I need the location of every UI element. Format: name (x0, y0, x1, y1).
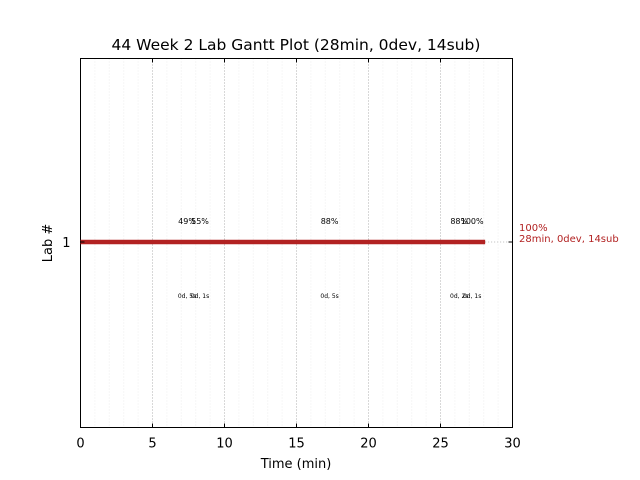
annotations: 49% 0d, 5s 55% 0d, 1s 88% 0d, 5s 88% 0d, 2s 100%… (178, 217, 484, 300)
x-axis-label: Time (min) (260, 457, 332, 472)
x-tick-label: 0 (76, 437, 84, 452)
x-tick-label: 20 (360, 437, 377, 452)
annotation-percent: 88% (450, 217, 468, 226)
annotation-percent: 100% (461, 217, 484, 226)
x-tick-label: 15 (288, 437, 305, 452)
bar-end-label-percent: 100% (519, 223, 548, 234)
annotation-duration: 0d, 5s (178, 293, 196, 300)
chart-title: 44 Week 2 Lab Gantt Plot (28min, 0dev, 1… (112, 36, 481, 54)
annotation-percent: 88% (321, 217, 339, 226)
y-axis: 1 (62, 236, 513, 251)
x-tick-label: 25 (432, 437, 449, 452)
y-tick-label: 1 (62, 236, 70, 251)
annotation-duration: 0d, 2s (450, 293, 468, 300)
x-tick-label: 30 (504, 437, 521, 452)
annotation-duration: 0d, 1s (463, 293, 481, 300)
annotation-percent: 49% (178, 217, 196, 226)
x-tick-label: 5 (148, 437, 156, 452)
x-axis: 0 5 10 15 20 25 30 (76, 58, 521, 452)
x-tick-label: 10 (216, 437, 233, 452)
annotation-duration: 0d, 5s (320, 293, 338, 300)
bar-end-label-summary: 28min, 0dev, 14sub (519, 234, 619, 245)
annotation-percent: 55% (191, 217, 209, 226)
y-axis-label: Lab # (41, 224, 56, 263)
annotation-duration: 0d, 1s (191, 293, 209, 300)
